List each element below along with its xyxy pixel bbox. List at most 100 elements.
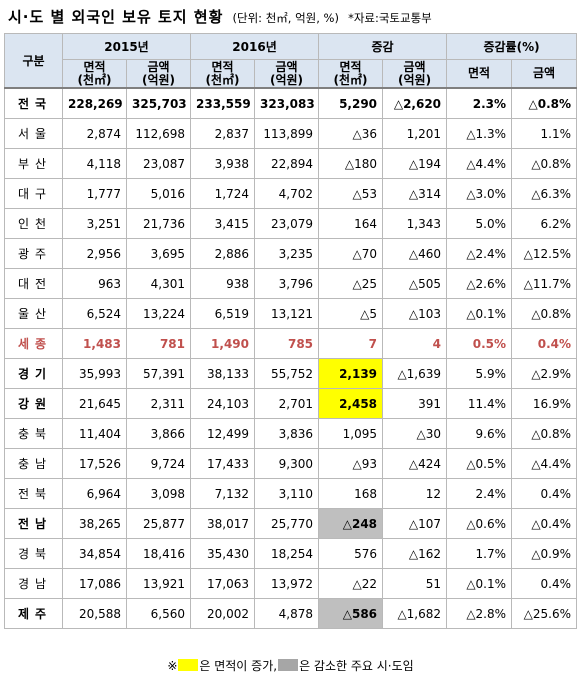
region-name: 광주 (4, 238, 63, 269)
cell-value: 2,886 (190, 238, 256, 269)
cell-value: 23,079 (254, 208, 320, 239)
cell-value: 3,098 (125, 478, 192, 509)
cell-value: 55,752 (254, 358, 320, 389)
cell-value: △53 (318, 178, 384, 209)
table-body: 전국 228,269 325,703 233,559 323,083 5,290 △2,62… (4, 87, 578, 629)
header-sub-unit: (억원) (141, 72, 176, 87)
cell-value: 3,695 (125, 238, 192, 269)
cell-value: △11.7% (511, 268, 578, 299)
legend-swatch-increase (178, 659, 199, 671)
cell-value: 16.9% (511, 388, 578, 419)
cell-value: 18,416 (125, 538, 192, 569)
cell-value: 6,524 (62, 298, 127, 329)
region-name: 대구 (4, 178, 63, 209)
region-name: 강원 (4, 388, 63, 419)
cell-value: 11.4% (446, 388, 513, 419)
cell-value: 2,837 (190, 118, 256, 149)
cell-value: △107 (382, 508, 448, 539)
cell-value: 17,526 (62, 448, 127, 479)
cell-value: 0.4% (511, 568, 578, 599)
cell-value: 13,121 (254, 298, 320, 329)
cell-value: △22 (318, 568, 384, 599)
header-sub-label: 금액 (275, 59, 298, 74)
cell-value: △2.9% (511, 358, 578, 389)
cell-value: 2,139 (318, 358, 384, 389)
cell-value: 13,972 (254, 568, 320, 599)
header-sub-0: 면적 (천㎡) (62, 59, 127, 89)
header-sub-1: 금액 (억원) (125, 59, 192, 89)
table-row: 경북 34,854 18,416 35,430 18,254 576 △162 1.7% △0.… (4, 538, 578, 569)
cell-value: 5.0% (446, 208, 513, 239)
cell-value: 25,770 (254, 508, 320, 539)
table-row: 광주 2,956 3,695 2,886 3,235 △70 △460 △2.4% △12.5% (4, 238, 578, 269)
cell-value: △1,682 (382, 598, 448, 629)
cell-value: 1,483 (62, 328, 127, 359)
cell-value: 38,133 (190, 358, 256, 389)
region-name: 충북 (4, 418, 63, 449)
cell-value: △3.0% (446, 178, 513, 209)
cell-value: 0.4% (511, 328, 578, 359)
cell-value: 323,083 (254, 87, 320, 119)
cell-value: 781 (125, 328, 192, 359)
table-row: 전북 6,964 3,098 7,132 3,110 168 12 2.4% 0.4% (4, 478, 578, 509)
cell-value: 3,235 (254, 238, 320, 269)
header-sub-4: 면적 (천㎡) (318, 59, 384, 89)
header-sub-label: 면적 (467, 66, 491, 80)
header-sub-label: 금액 (147, 59, 170, 74)
table-row: 대구 1,777 5,016 1,724 4,702 △53 △314 △3.0% △6.3% (4, 178, 578, 209)
cell-value: △4.4% (511, 448, 578, 479)
cell-value: 3,796 (254, 268, 320, 299)
header-sub-unit: (천㎡) (333, 72, 368, 87)
cell-value: △424 (382, 448, 448, 479)
cell-value: △25 (318, 268, 384, 299)
cell-value: △2.4% (446, 238, 513, 269)
cell-value: △36 (318, 118, 384, 149)
cell-value: 0.4% (511, 478, 578, 509)
table-row: 세종 1,483 781 1,490 785 7 4 0.5% 0.4% (4, 328, 578, 359)
cell-value: 1,201 (382, 118, 448, 149)
cell-value: △4.4% (446, 148, 513, 179)
cell-value: △0.6% (446, 508, 513, 539)
cell-value: △586 (318, 598, 384, 629)
cell-value: 3,251 (62, 208, 127, 239)
table-row: 제주 20,588 6,560 20,002 4,878 △586 △1,682 △2.8% △… (4, 598, 578, 629)
cell-value: 7 (318, 328, 384, 359)
cell-value: 9,300 (254, 448, 320, 479)
table-row: 인천 3,251 21,736 3,415 23,079 164 1,343 5.0% 6.2% (4, 208, 578, 239)
cell-value: △70 (318, 238, 384, 269)
cell-value: 2,956 (62, 238, 127, 269)
cell-value: 5,290 (318, 87, 384, 119)
table-row: 충남 17,526 9,724 17,433 9,300 △93 △424 △0.5% △4.4… (4, 448, 578, 479)
cell-value: 3,110 (254, 478, 320, 509)
cell-value: 25,877 (125, 508, 192, 539)
header-row-groups: 구분 2015년 2016년 증감 증감률(%) (4, 33, 578, 89)
cell-value: 6,519 (190, 298, 256, 329)
cell-value: 112,698 (125, 118, 192, 149)
cell-value: △2,620 (382, 87, 448, 119)
cell-value: 17,063 (190, 568, 256, 599)
header-sub-7: 금액 (511, 59, 578, 89)
cell-value: △194 (382, 148, 448, 179)
cell-value: △0.1% (446, 298, 513, 329)
cell-value: △93 (318, 448, 384, 479)
header-group-change-rate: 증감률(%) (446, 33, 578, 60)
legend-swatch-decrease (278, 659, 299, 671)
region-name: 전국 (4, 87, 63, 119)
table-row: 전남 38,265 25,877 38,017 25,770 △248 △107 △0.6% △… (4, 508, 578, 539)
cell-value: △2.6% (446, 268, 513, 299)
header-sub-5: 금액 (억원) (382, 59, 448, 89)
header-sub-label: 금액 (532, 66, 556, 80)
region-name: 세종 (4, 328, 63, 359)
cell-value: 2.4% (446, 478, 513, 509)
cell-value: 576 (318, 538, 384, 569)
cell-value: 38,265 (62, 508, 127, 539)
table-row: 경남 17,086 13,921 17,063 13,972 △22 51 △0.1% 0.4% (4, 568, 578, 599)
cell-value: 2,701 (254, 388, 320, 419)
cell-value: 1.1% (511, 118, 578, 149)
region-name: 전북 (4, 478, 63, 509)
cell-value: △2.8% (446, 598, 513, 629)
region-name: 울산 (4, 298, 63, 329)
cell-value: 233,559 (190, 87, 256, 119)
cell-value: 9,724 (125, 448, 192, 479)
cell-value: △0.1% (446, 568, 513, 599)
